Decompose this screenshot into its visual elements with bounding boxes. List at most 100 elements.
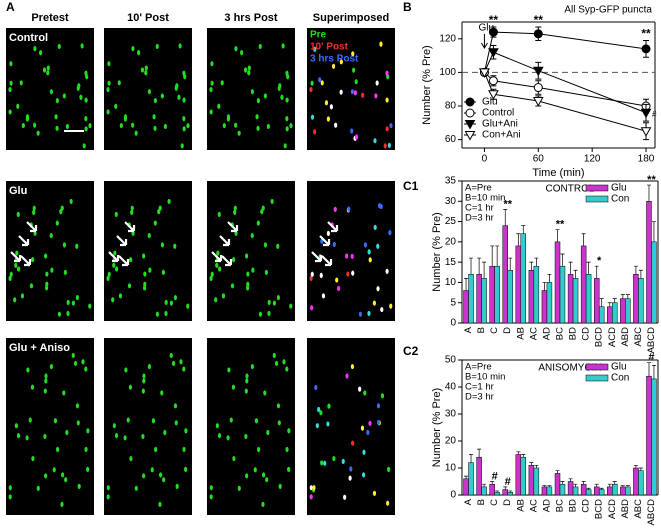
- panel-label: B: [403, 0, 412, 14]
- bar: [567, 274, 574, 324]
- puncta: [385, 70, 389, 76]
- puncta: [266, 123, 270, 130]
- puncta: [350, 128, 354, 134]
- puncta: [285, 446, 289, 453]
- puncta: [310, 80, 314, 86]
- annotation: *: [597, 255, 602, 267]
- puncta: [180, 143, 184, 149]
- puncta: [263, 93, 267, 99]
- puncta: [387, 466, 391, 472]
- puncta: [237, 130, 241, 136]
- x-tick-label: C: [489, 327, 500, 334]
- error-bar: [560, 481, 565, 485]
- puncta: [84, 116, 88, 122]
- puncta: [289, 303, 293, 309]
- puncta: [237, 485, 241, 491]
- puncta: [379, 203, 383, 210]
- error-bar: [555, 229, 560, 242]
- puncta: [65, 429, 69, 436]
- error-bar: [508, 490, 513, 493]
- puncta: [52, 467, 56, 473]
- column-header: 10' Post: [127, 12, 169, 24]
- puncta: [117, 80, 121, 86]
- marker: [488, 27, 498, 37]
- legend-label: Glu: [611, 362, 627, 373]
- error-bar: [516, 451, 521, 455]
- bar: [559, 265, 566, 324]
- puncta: [363, 390, 367, 396]
- column-header: Pretest: [31, 12, 69, 24]
- panel-label: C1: [403, 179, 419, 193]
- arrow: [118, 255, 130, 267]
- y-tick-label: 30: [445, 196, 457, 207]
- puncta: [153, 97, 157, 104]
- x-tick-label: AC: [528, 327, 539, 340]
- puncta: [142, 378, 146, 384]
- puncta: [367, 249, 371, 255]
- puncta: [106, 86, 110, 93]
- puncta: [182, 366, 186, 372]
- legend-label: Glu+Ani: [482, 119, 518, 130]
- legend-marker: [465, 97, 475, 107]
- puncta: [186, 303, 190, 309]
- puncta: [263, 390, 267, 396]
- legend-label: Con: [611, 373, 629, 384]
- bar: [651, 378, 657, 496]
- arrow: [219, 235, 231, 247]
- puncta: [256, 125, 260, 131]
- puncta: [375, 80, 379, 86]
- y-tick-label: 25: [445, 216, 457, 227]
- series-line: [483, 51, 647, 114]
- puncta: [312, 485, 316, 491]
- x-tick-label: BC: [555, 327, 566, 340]
- legend-label: Control: [482, 108, 514, 119]
- puncta: [229, 417, 233, 423]
- puncta: [267, 299, 271, 305]
- puncta: [113, 250, 117, 256]
- legend-swatch: [585, 195, 609, 203]
- x-tick-label: ABC: [633, 327, 644, 347]
- puncta: [351, 51, 355, 57]
- puncta: [232, 257, 236, 263]
- puncta: [258, 43, 262, 50]
- y-tick-label: 40: [445, 382, 457, 393]
- puncta: [184, 466, 188, 472]
- puncta: [354, 79, 358, 85]
- puncta: [131, 46, 135, 52]
- puncta: [33, 122, 37, 128]
- puncta: [309, 494, 313, 500]
- puncta: [84, 97, 88, 103]
- puncta: [155, 43, 159, 50]
- bar: [620, 486, 626, 496]
- arrow: [327, 221, 339, 233]
- y-axis-label: Number (% Pre): [421, 45, 433, 124]
- puncta: [29, 283, 34, 289]
- puncta: [81, 359, 85, 365]
- x-tick-label: ABD: [620, 327, 631, 347]
- puncta: [210, 80, 214, 86]
- puncta: [285, 366, 289, 372]
- series-line: [483, 31, 647, 73]
- puncta: [317, 406, 321, 413]
- puncta: [144, 65, 148, 71]
- annotation: #: [652, 110, 657, 119]
- arrow: [321, 255, 333, 267]
- annotation: **: [489, 13, 499, 27]
- puncta: [209, 86, 213, 93]
- puncta: [150, 467, 154, 473]
- puncta: [31, 257, 35, 263]
- puncta: [362, 449, 366, 455]
- puncta: [55, 125, 59, 131]
- bar: [612, 483, 618, 496]
- bar: [572, 278, 579, 324]
- puncta: [75, 403, 80, 409]
- x-tick-label: ABCD: [646, 327, 657, 354]
- bar: [620, 298, 626, 324]
- puncta: [57, 311, 62, 317]
- error-bar: [646, 184, 651, 202]
- puncta: [179, 359, 183, 365]
- puncta: [389, 303, 393, 309]
- puncta: [256, 97, 260, 104]
- puncta: [155, 311, 160, 317]
- error-bar: [633, 464, 638, 468]
